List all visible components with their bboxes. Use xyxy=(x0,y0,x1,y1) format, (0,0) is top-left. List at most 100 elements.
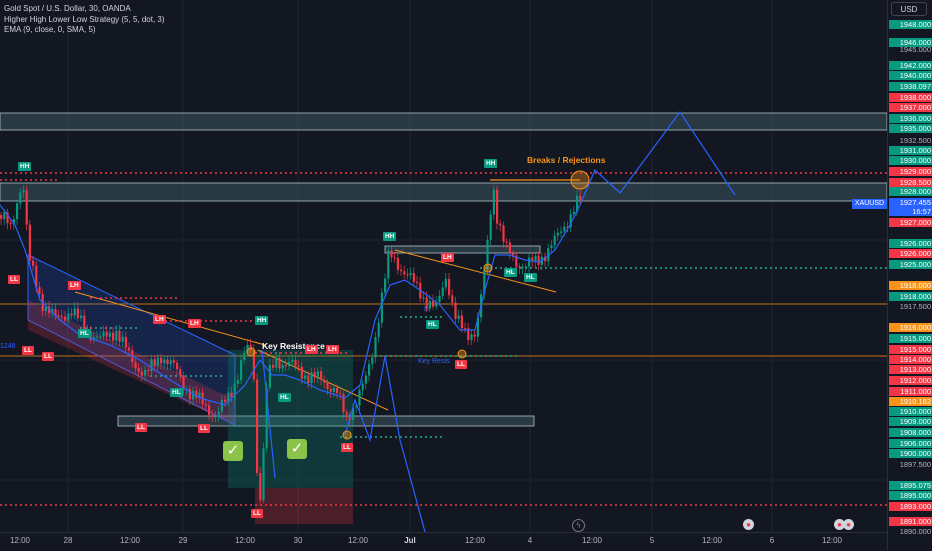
candle-body xyxy=(275,357,278,368)
candle-body xyxy=(579,195,582,200)
ticker-tag[interactable]: XAUUSD xyxy=(852,199,887,209)
candle-body xyxy=(393,257,396,259)
price-label: 1926.000 xyxy=(889,249,932,258)
annotation-partial-left: 1248 xyxy=(0,343,16,350)
indicator-hhll[interactable]: Higher High Lower Low Strategy (5, 5, do… xyxy=(4,14,165,24)
current-price: 1927.455 xyxy=(899,198,931,207)
candle-body xyxy=(259,473,262,501)
candle-body xyxy=(137,368,140,372)
candle-body xyxy=(35,265,38,288)
candle-body xyxy=(313,372,316,378)
candle-body xyxy=(166,359,169,365)
price-label: 1909.000 xyxy=(889,417,932,426)
candle-body xyxy=(409,273,412,276)
projection-small xyxy=(344,355,386,443)
ema-line xyxy=(0,204,581,406)
time-label: 4 xyxy=(527,536,533,545)
projection-arrow-down xyxy=(261,349,276,479)
candle-body xyxy=(252,350,255,380)
candle-body xyxy=(140,371,143,376)
swing-label-ll: LL xyxy=(341,443,353,452)
swing-label-hh: HH xyxy=(484,159,498,168)
candle-body xyxy=(44,306,47,311)
candle-body xyxy=(198,392,201,398)
candle-body xyxy=(534,255,537,262)
candle-body xyxy=(336,387,339,394)
candle-body xyxy=(528,257,531,267)
candle-body xyxy=(16,203,19,220)
candle-body xyxy=(64,316,67,321)
candle-body xyxy=(108,332,111,337)
candle-body xyxy=(361,383,364,391)
candle-body xyxy=(448,278,451,296)
flag-icon[interactable]: ● xyxy=(743,519,754,530)
swing-label-hl: HL xyxy=(524,273,537,282)
swing-label-ll: LL xyxy=(42,352,54,361)
price-label: 1942.000 xyxy=(889,61,932,70)
price-label: 1910.182 xyxy=(889,397,932,406)
candle-body xyxy=(153,359,156,366)
price-label: 1893.000 xyxy=(889,502,932,511)
candle-body xyxy=(425,297,428,309)
candle-body xyxy=(422,297,425,299)
annotation-key-resistance: Key Resistance xyxy=(262,341,325,351)
candle-body xyxy=(550,245,553,249)
candle-body xyxy=(233,383,236,398)
annotation-bos: B xyxy=(424,306,429,313)
candle-body xyxy=(476,317,479,337)
price-label: 1890.000 xyxy=(899,527,931,536)
candle-body xyxy=(441,287,444,296)
candle-body xyxy=(428,300,431,309)
price-label: 1908.000 xyxy=(889,428,932,437)
time-label: 12:00 xyxy=(821,536,843,545)
projection-path xyxy=(579,110,736,206)
candle-body xyxy=(32,260,35,266)
price-label: 1936.000 xyxy=(889,114,932,123)
currency-button[interactable]: USD xyxy=(891,2,927,16)
swing-label-lh: LH xyxy=(326,345,339,354)
candle-body xyxy=(115,330,118,341)
candle-body xyxy=(224,399,227,403)
candle-body xyxy=(486,239,489,270)
candle-body xyxy=(272,364,275,368)
chart-canvas[interactable]: Gold Spot / U.S. Dollar, 30, OANDA Highe… xyxy=(0,0,887,532)
flag-icon[interactable]: ● xyxy=(834,519,845,530)
swing-label-ll: LL xyxy=(8,275,20,284)
candle-body xyxy=(364,375,367,384)
indicator-ema[interactable]: EMA (9, close, 0, SMA, 5) xyxy=(4,25,96,34)
pivot-circle-3 xyxy=(483,263,493,273)
symbol-title[interactable]: Gold Spot / U.S. Dollar, 30, OANDA xyxy=(4,4,131,13)
lightning-icon[interactable]: ϟ xyxy=(572,519,585,532)
candle-body xyxy=(208,405,211,415)
price-label: 1891.000 xyxy=(889,517,932,526)
price-label: 1946.000 xyxy=(889,38,932,47)
swing-label-hh: HH xyxy=(383,232,397,241)
candle-body xyxy=(358,390,361,406)
candle-body xyxy=(460,315,463,329)
swing-label-hl: HL xyxy=(504,268,517,277)
price-label: 1911.000 xyxy=(889,387,932,396)
candle-body xyxy=(278,357,281,369)
candle-body xyxy=(236,380,239,384)
candle-body xyxy=(515,255,518,267)
swing-label-hl: HL xyxy=(278,393,291,402)
swing-label-lh: LH xyxy=(441,253,454,262)
candle-body xyxy=(310,372,313,384)
support-zone-small xyxy=(384,245,541,254)
candle-body xyxy=(326,382,329,389)
candle-body xyxy=(316,371,319,378)
swing-label-lh: LH xyxy=(305,345,318,354)
candle-body xyxy=(217,411,220,417)
candle-body xyxy=(396,257,399,270)
swing-label-hh: HH xyxy=(255,316,269,325)
candle-body xyxy=(521,266,524,268)
candle-body xyxy=(12,219,15,224)
price-label: 1915.000 xyxy=(889,345,932,354)
price-chart-svg[interactable] xyxy=(0,0,887,532)
price-label: 1916.000 xyxy=(889,323,932,332)
flag-icon[interactable]: ● xyxy=(843,519,854,530)
candle-body xyxy=(54,308,57,316)
time-axis[interactable]: 12:00 28 12:00 29 12:00 30 12:00 Jul 12:00 4 12:00… xyxy=(0,532,887,551)
price-label: 1906.000 xyxy=(889,439,932,448)
price-axis[interactable]: 1945.000 1932.500 1917.500 1897.500 1890.000… xyxy=(887,0,932,550)
